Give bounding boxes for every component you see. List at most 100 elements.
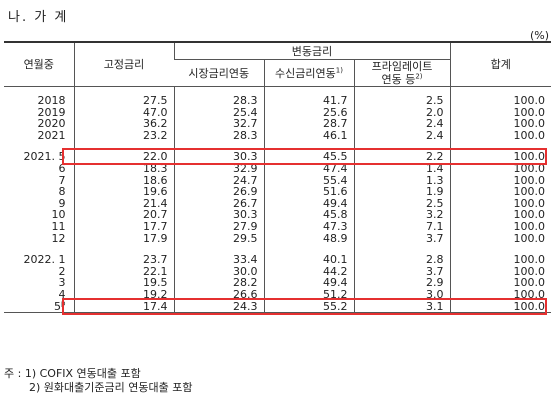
total-cell: 100.0 [449,174,551,187]
deposit-rate-cell: 47.4 [263,163,354,175]
prime-rate-cell: 2.5 [353,198,450,210]
row-label: 2021 [37,128,66,142]
fixed-rate-cell: 18.6 [73,174,174,187]
total-cell: 100.0 [449,118,551,130]
market-rate-cell: 26.9 [173,186,264,198]
market-rate-cell: 27.9 [173,221,264,233]
table-row: 12 17.9 29.5 48.9 3.7 100.0 [4,231,551,245]
prime-rate-cell: 2.9 [353,277,450,289]
market-rate-cell: 26.7 [173,198,264,210]
total-cell: 100.0 [449,209,551,221]
fixed-rate-cell: 36.2 [73,118,174,130]
deposit-rate-cell: 55.2 [263,300,354,313]
row-label: 3 [58,276,66,290]
footnote-2: 2) 원화대출기준금리 연동대출 포함 [29,381,193,394]
prime-rate-cell: 3.2 [353,209,450,221]
fixed-rate-cell: 19.2 [73,289,174,301]
table-row: 2 22.1 30.0 44.2 3.7 100.0 [4,264,551,278]
prime-rate-cell: 1.9 [353,186,450,198]
total-cell: 100.0 [449,130,551,142]
table-body: 2018 27.5 28.3 41.7 2.5 100.0 2019 47.0 25.4 25.6… [4,86,551,313]
row-label: 2019 [37,105,66,119]
row-label: 9 [58,196,66,210]
table-row: 2022. 1 23.7 33.4 40.1 2.8 100.0 [4,254,551,266]
prime-rate-cell: 2.4 [353,130,450,142]
total-cell: 100.0 [449,232,551,245]
row-label: 8 [58,185,66,199]
row-label: 7 [58,173,66,187]
footnotes: 주 : 1) COFIX 연동대출 포함 2) 원화대출기준금리 연동대출 포함 [4,367,192,395]
prime-rate-cell: 2.2 [353,151,450,163]
row-label: 11 [51,219,66,233]
row-label: 2022. 1 [23,253,66,267]
header-period: 연월중 [23,58,54,71]
fixed-rate-cell: 22.0 [73,151,174,163]
row-label: 2021. 5 [23,150,66,164]
prime-rate-cell: 7.1 [353,221,450,233]
table-row: 2018 27.5 28.3 41.7 2.5 100.0 [4,95,551,107]
total-cell: 100.0 [449,151,551,163]
table-row: 2021 23.2 28.3 46.1 2.4 100.0 [4,128,551,142]
prime-rate-cell: 3.0 [353,289,450,301]
table-row: 2021. 5 22.0 30.3 45.5 2.2 100.0 [4,151,551,163]
market-rate-cell: 28.3 [173,95,264,107]
table-row: 4 19.2 26.6 51.2 3.0 100.0 [4,289,551,301]
market-rate-cell: 30.3 [173,151,264,163]
prime-rate-cell: 2.5 [353,95,450,107]
unit-label: (%) [529,29,549,42]
total-cell: 100.0 [449,221,551,233]
table-row: 11 17.7 27.9 47.3 7.1 100.0 [4,221,551,233]
table-row: 10 20.7 30.3 45.8 3.2 100.0 [4,209,551,221]
deposit-rate-cell: 47.3 [263,221,354,233]
header-total: 합계 [449,42,551,87]
market-rate-cell: 32.7 [173,118,264,130]
row-label: 2020 [37,117,66,131]
prime-rate-cell: 3.7 [353,266,450,278]
section-title: 나. 가 계 [8,10,69,25]
market-rate-cell: 33.4 [173,254,264,266]
table-row: 7 18.6 24.7 55.4 1.3 100.0 [4,173,551,187]
total-cell: 100.0 [449,254,551,266]
prime-rate-cell: 1.4 [353,163,450,175]
total-cell: 100.0 [449,266,551,278]
total-cell: 100.0 [449,106,551,119]
fixed-rate-cell: 23.7 [73,254,174,266]
deposit-rate-cell: 25.6 [263,106,354,119]
market-rate-cell: 30.0 [173,266,264,278]
header-variable-group: 변동금리 [173,42,450,60]
interest-rate-table: 연월중 고정금리 변동금리 합계 시장금리연동 수신금리연동1) 프라임레이트 연… [4,41,551,313]
fixed-rate-cell: 27.5 [73,95,174,107]
market-rate-cell: 24.7 [173,174,264,187]
fixed-rate-cell: 17.4 [73,300,174,313]
fixed-rate-cell: 21.4 [73,198,174,210]
deposit-rate-cell: 55.4 [263,174,354,187]
deposit-rate-cell: 28.7 [263,118,354,130]
table-row: 9 21.4 26.7 49.4 2.5 100.0 [4,196,551,210]
total-cell: 100.0 [449,300,551,313]
deposit-rate-cell: 44.2 [263,266,354,278]
deposit-rate-cell: 40.1 [263,254,354,266]
total-cell: 100.0 [449,95,551,107]
fixed-rate-cell: 23.2 [73,130,174,142]
market-rate-cell: 25.4 [173,106,264,119]
market-rate-cell: 32.9 [173,163,264,175]
deposit-rate-cell: 49.4 [263,277,354,289]
row-label: 5p [54,298,66,313]
row-label: 2 [58,264,66,278]
table-row: 3 19.5 28.2 49.4 2.9 100.0 [4,277,551,289]
table-row: 2020 36.2 32.7 28.7 2.4 100.0 [4,118,551,130]
deposit-rate-cell: 49.4 [263,198,354,210]
fixed-rate-cell: 17.7 [73,221,174,233]
row-label: 12 [51,231,66,245]
fixed-rate-cell: 19.5 [73,277,174,289]
total-cell: 100.0 [449,186,551,198]
deposit-rate-cell: 51.6 [263,186,354,198]
market-rate-cell: 30.3 [173,209,264,221]
fixed-rate-cell: 18.3 [73,163,174,175]
prime-rate-cell: 1.3 [353,174,450,187]
header-prime: 프라임레이트 연동 등2) [353,59,450,87]
total-cell: 100.0 [449,163,551,175]
market-rate-cell: 29.5 [173,232,264,245]
market-rate-cell: 28.2 [173,277,264,289]
fixed-rate-cell: 47.0 [73,106,174,119]
